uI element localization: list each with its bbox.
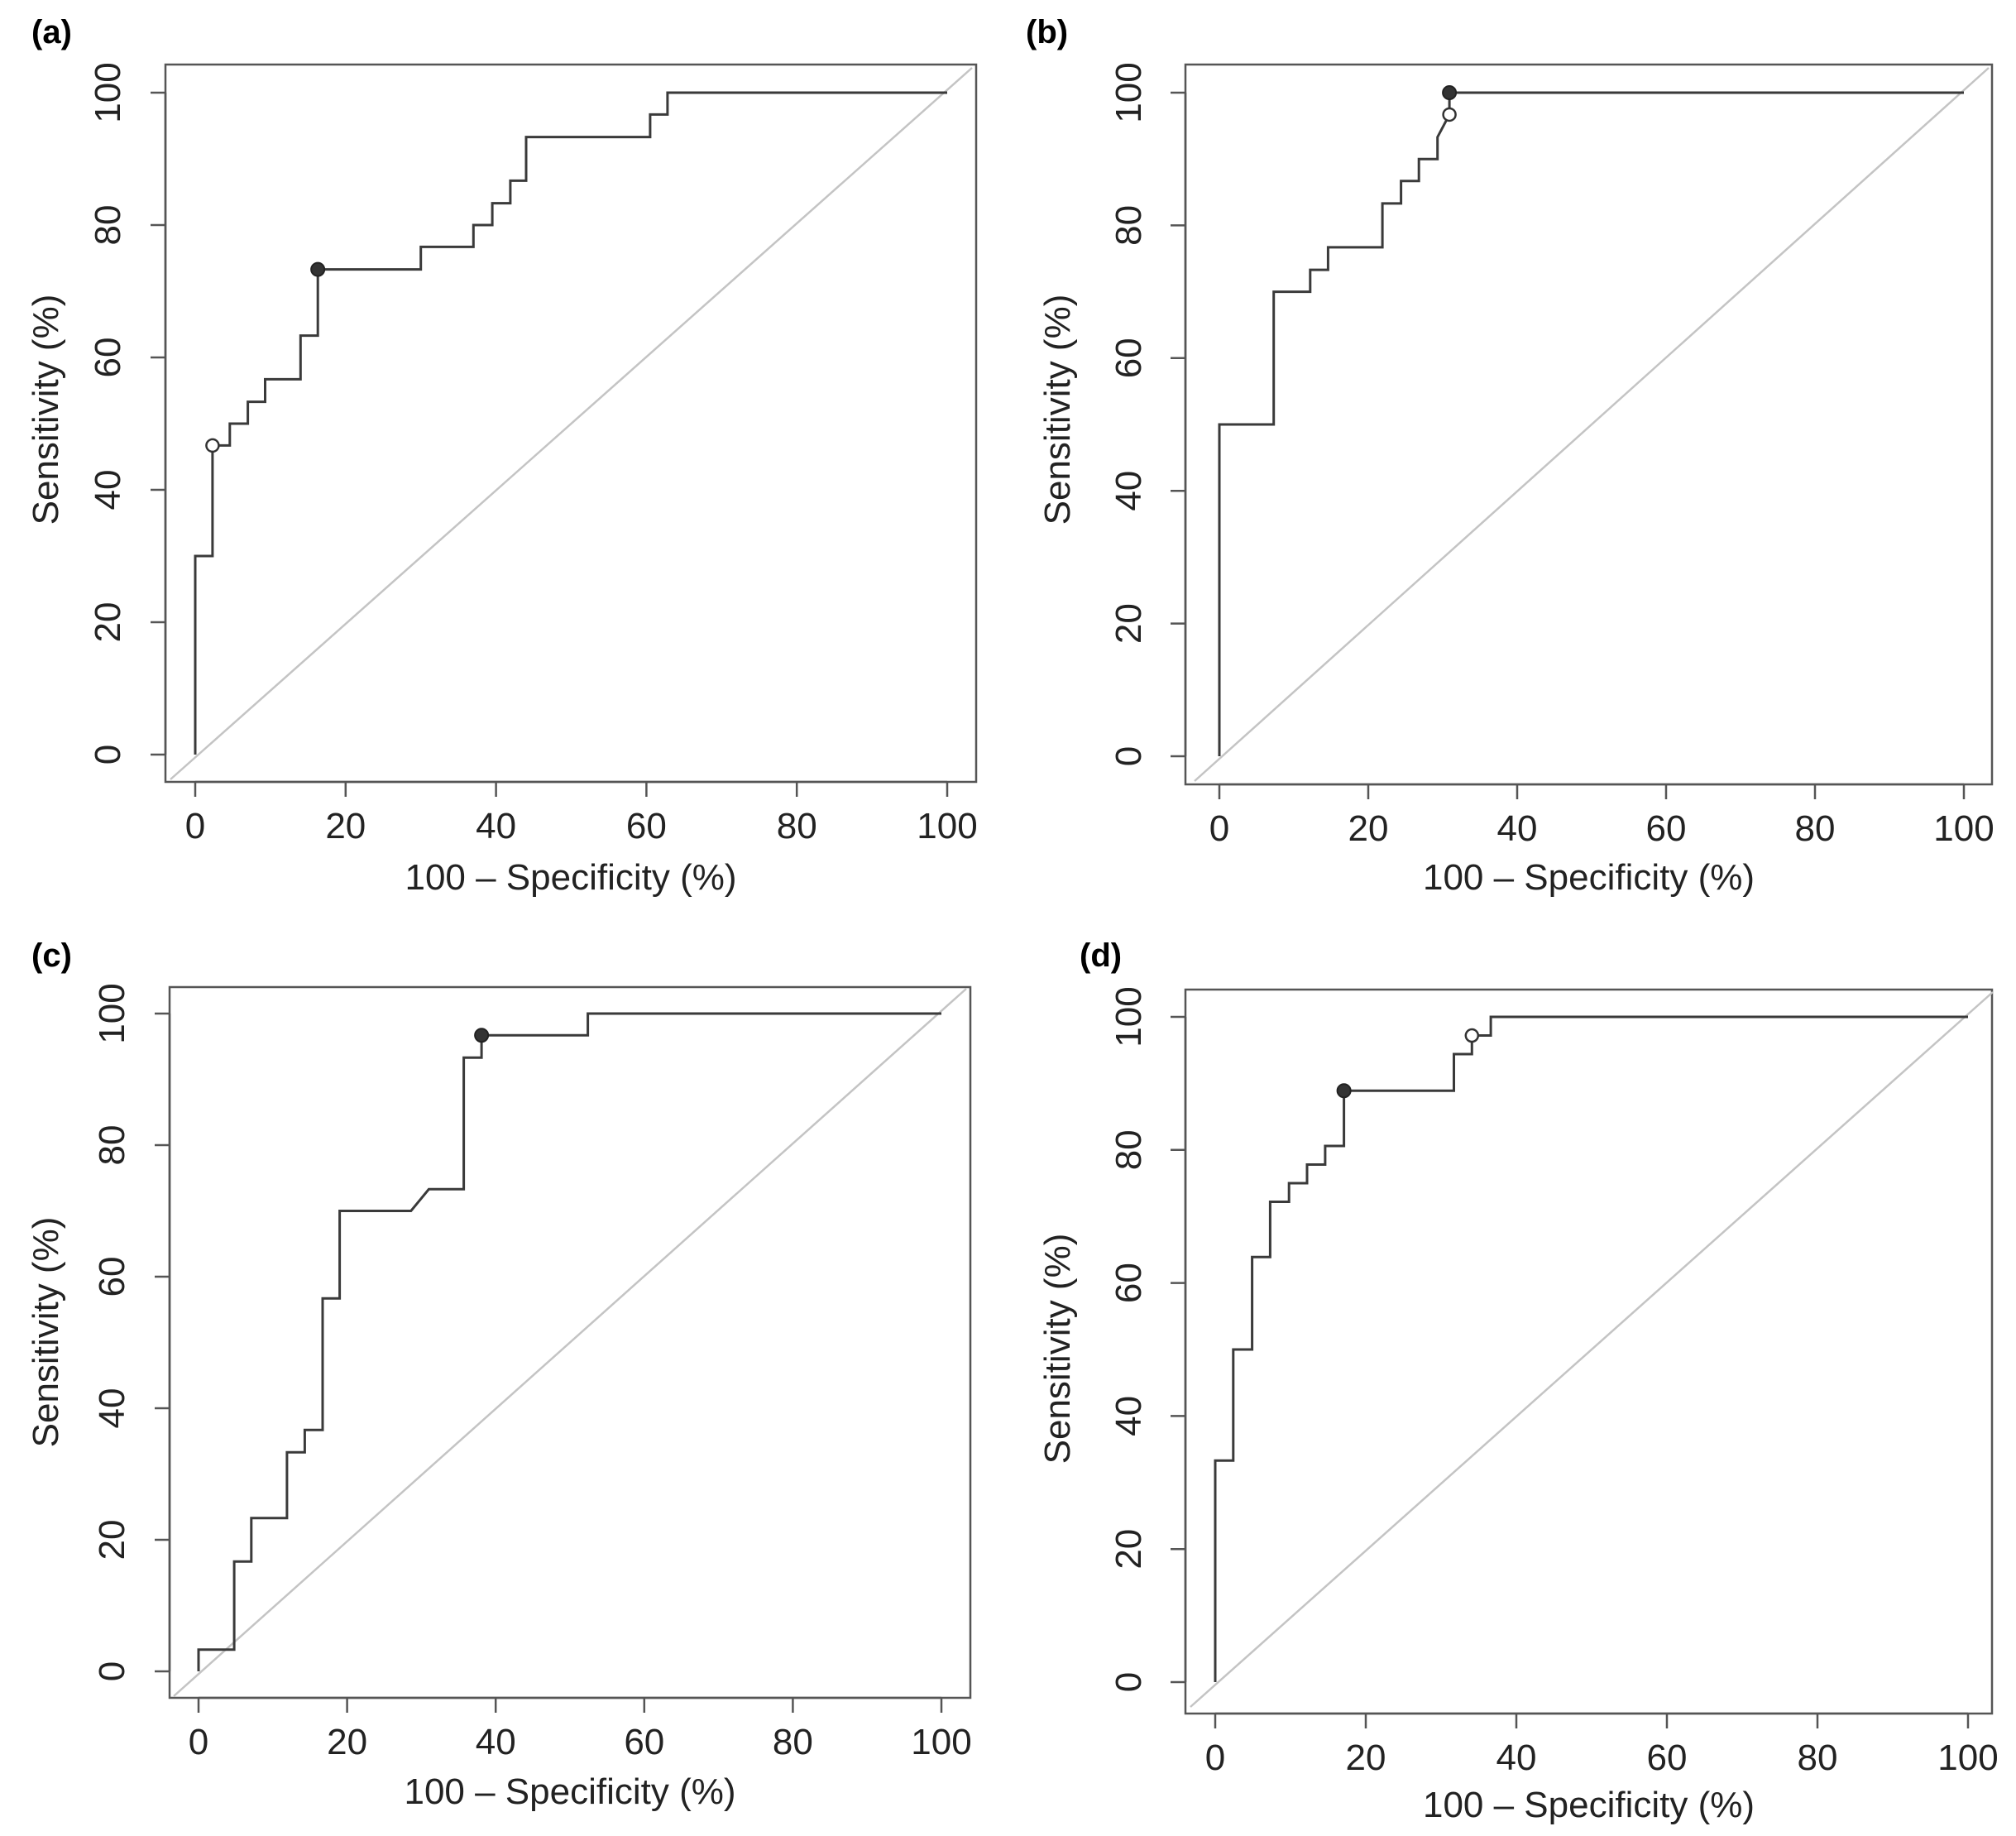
chance-diagonal [1194,67,1990,782]
y-tick-label: 100 [1109,62,1149,122]
y-tick-label: 80 [88,205,128,246]
x-axis-title: 100 – Specificity (%) [1423,1785,1755,1825]
x-tick-label: 100 [1937,1738,1998,1778]
y-tick-label: 0 [1109,1672,1149,1692]
x-tick-label: 20 [327,1722,367,1762]
y-tick-label: 60 [1109,1263,1149,1303]
y-tick-label: 60 [88,338,128,378]
x-tick-label: 40 [476,1722,516,1762]
x-tick-label: 40 [1496,1738,1537,1778]
chance-diagonal [170,67,973,780]
x-tick-label: 20 [1346,1738,1386,1778]
y-tick-label: 0 [1109,746,1149,766]
x-axis-title: 100 – Specificity (%) [404,1771,735,1812]
open-point-marker [1464,1028,1480,1043]
x-tick-label: 60 [624,1722,664,1762]
y-tick-label: 20 [92,1520,132,1560]
x-tick-label: 0 [185,806,205,846]
y-tick-label: 20 [88,602,128,643]
y-tick-label: 0 [88,745,128,765]
y-tick-label: 0 [92,1661,132,1681]
y-tick-label: 100 [1109,986,1149,1047]
x-axis-title: 100 – Specificity (%) [1423,857,1755,898]
x-tick-label: 80 [1798,1738,1838,1778]
y-tick-label: 80 [1109,1129,1149,1170]
y-tick-label: 40 [1109,1396,1149,1436]
x-tick-label: 0 [1205,1738,1225,1778]
roc-panel-c: (c) 0 20 40 60 80 100 0 20 40 60 80 100 100 – Specifi… [26,937,972,1812]
x-tick-label: 80 [777,806,817,846]
y-axis-title: Sensitivity (%) [1037,1234,1078,1464]
y-tick-label: 20 [1109,1529,1149,1570]
x-tick-label: 100 [1933,808,1994,849]
optimal-point-marker [474,1028,490,1043]
y-tick-label: 40 [92,1388,132,1429]
x-axis-title: 100 – Specificity (%) [405,857,736,898]
y-tick-label: 80 [92,1125,132,1166]
optimal-point-marker [1336,1083,1352,1099]
chance-diagonal [173,988,967,1697]
roc-curve [1218,91,1964,756]
y-tick-label: 100 [92,983,132,1043]
x-tick-label: 60 [1647,1738,1688,1778]
x-tick-label: 20 [325,806,366,846]
y-axis-title: Sensitivity (%) [26,295,66,525]
chance-diagonal [1190,991,1994,1708]
x-tick-label: 0 [189,1722,208,1762]
x-tick-label: 40 [476,806,516,846]
x-tick-label: 20 [1348,808,1389,849]
x-tick-label: 60 [1646,808,1687,849]
y-axis-title: Sensitivity (%) [26,1217,66,1448]
y-tick-label: 40 [1109,471,1149,511]
y-tick-label: 20 [1109,603,1149,644]
open-point-marker [1442,107,1457,122]
roc-curve [1214,1015,1968,1682]
x-tick-label: 100 [911,1722,971,1762]
open-point-marker [205,438,220,453]
x-tick-label: 80 [1795,808,1836,849]
panel-label: (c) [31,937,72,974]
y-tick-label: 60 [92,1257,132,1297]
y-tick-label: 80 [1109,205,1149,246]
roc-panel-d: (d) 0 20 40 60 80 100 0 20 40 60 80 100 100 – Specifi… [1037,937,1999,1825]
x-tick-label: 0 [1209,808,1229,849]
optimal-point-marker [310,261,326,277]
roc-panel-b: (b) 0 20 40 60 80 100 0 20 40 60 80 100 100 – Specifi… [1026,14,1994,898]
x-tick-label: 80 [773,1722,813,1762]
panel-label: (d) [1080,937,1122,974]
y-tick-label: 40 [88,470,128,511]
optimal-point-marker [1442,85,1458,100]
roc-panel-a: (a) 0 20 40 60 80 100 0 20 40 60 80 100 100 – Specifi… [26,14,978,898]
y-tick-label: 60 [1109,338,1149,378]
x-tick-label: 100 [917,806,977,846]
roc-curve [197,1012,941,1671]
panel-label: (a) [31,14,72,50]
panel-label: (b) [1026,14,1068,50]
roc-curve [194,91,947,755]
y-tick-label: 100 [88,62,128,122]
y-axis-title: Sensitivity (%) [1037,295,1078,525]
x-tick-label: 60 [626,806,667,846]
x-tick-label: 40 [1497,808,1538,849]
